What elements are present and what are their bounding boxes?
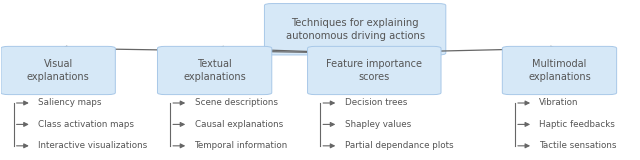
Text: Decision trees: Decision trees: [344, 99, 407, 108]
Text: Techniques for explaining
autonomous driving actions: Techniques for explaining autonomous dri…: [285, 18, 425, 41]
Text: Scene descriptions: Scene descriptions: [195, 99, 278, 108]
Text: Tactile sensations: Tactile sensations: [540, 141, 617, 150]
Text: Shapley values: Shapley values: [344, 120, 411, 129]
Text: Haptic feedbacks: Haptic feedbacks: [540, 120, 615, 129]
Text: Temporal information: Temporal information: [195, 141, 288, 150]
Text: Multimodal
explanations: Multimodal explanations: [528, 59, 591, 82]
Text: Interactive visualizations: Interactive visualizations: [38, 141, 147, 150]
Text: Visual
explanations: Visual explanations: [27, 59, 90, 82]
Text: Vibration: Vibration: [540, 99, 579, 108]
Text: Causal explanations: Causal explanations: [195, 120, 283, 129]
FancyBboxPatch shape: [502, 46, 616, 95]
FancyBboxPatch shape: [157, 46, 272, 95]
FancyBboxPatch shape: [1, 46, 115, 95]
Text: Partial dependance plots: Partial dependance plots: [344, 141, 453, 150]
FancyBboxPatch shape: [264, 4, 446, 55]
Text: Feature importance
scores: Feature importance scores: [326, 59, 422, 82]
Text: Textual
explanations: Textual explanations: [183, 59, 246, 82]
FancyBboxPatch shape: [308, 46, 441, 95]
Text: Class activation maps: Class activation maps: [38, 120, 134, 129]
Text: Saliency maps: Saliency maps: [38, 99, 102, 108]
